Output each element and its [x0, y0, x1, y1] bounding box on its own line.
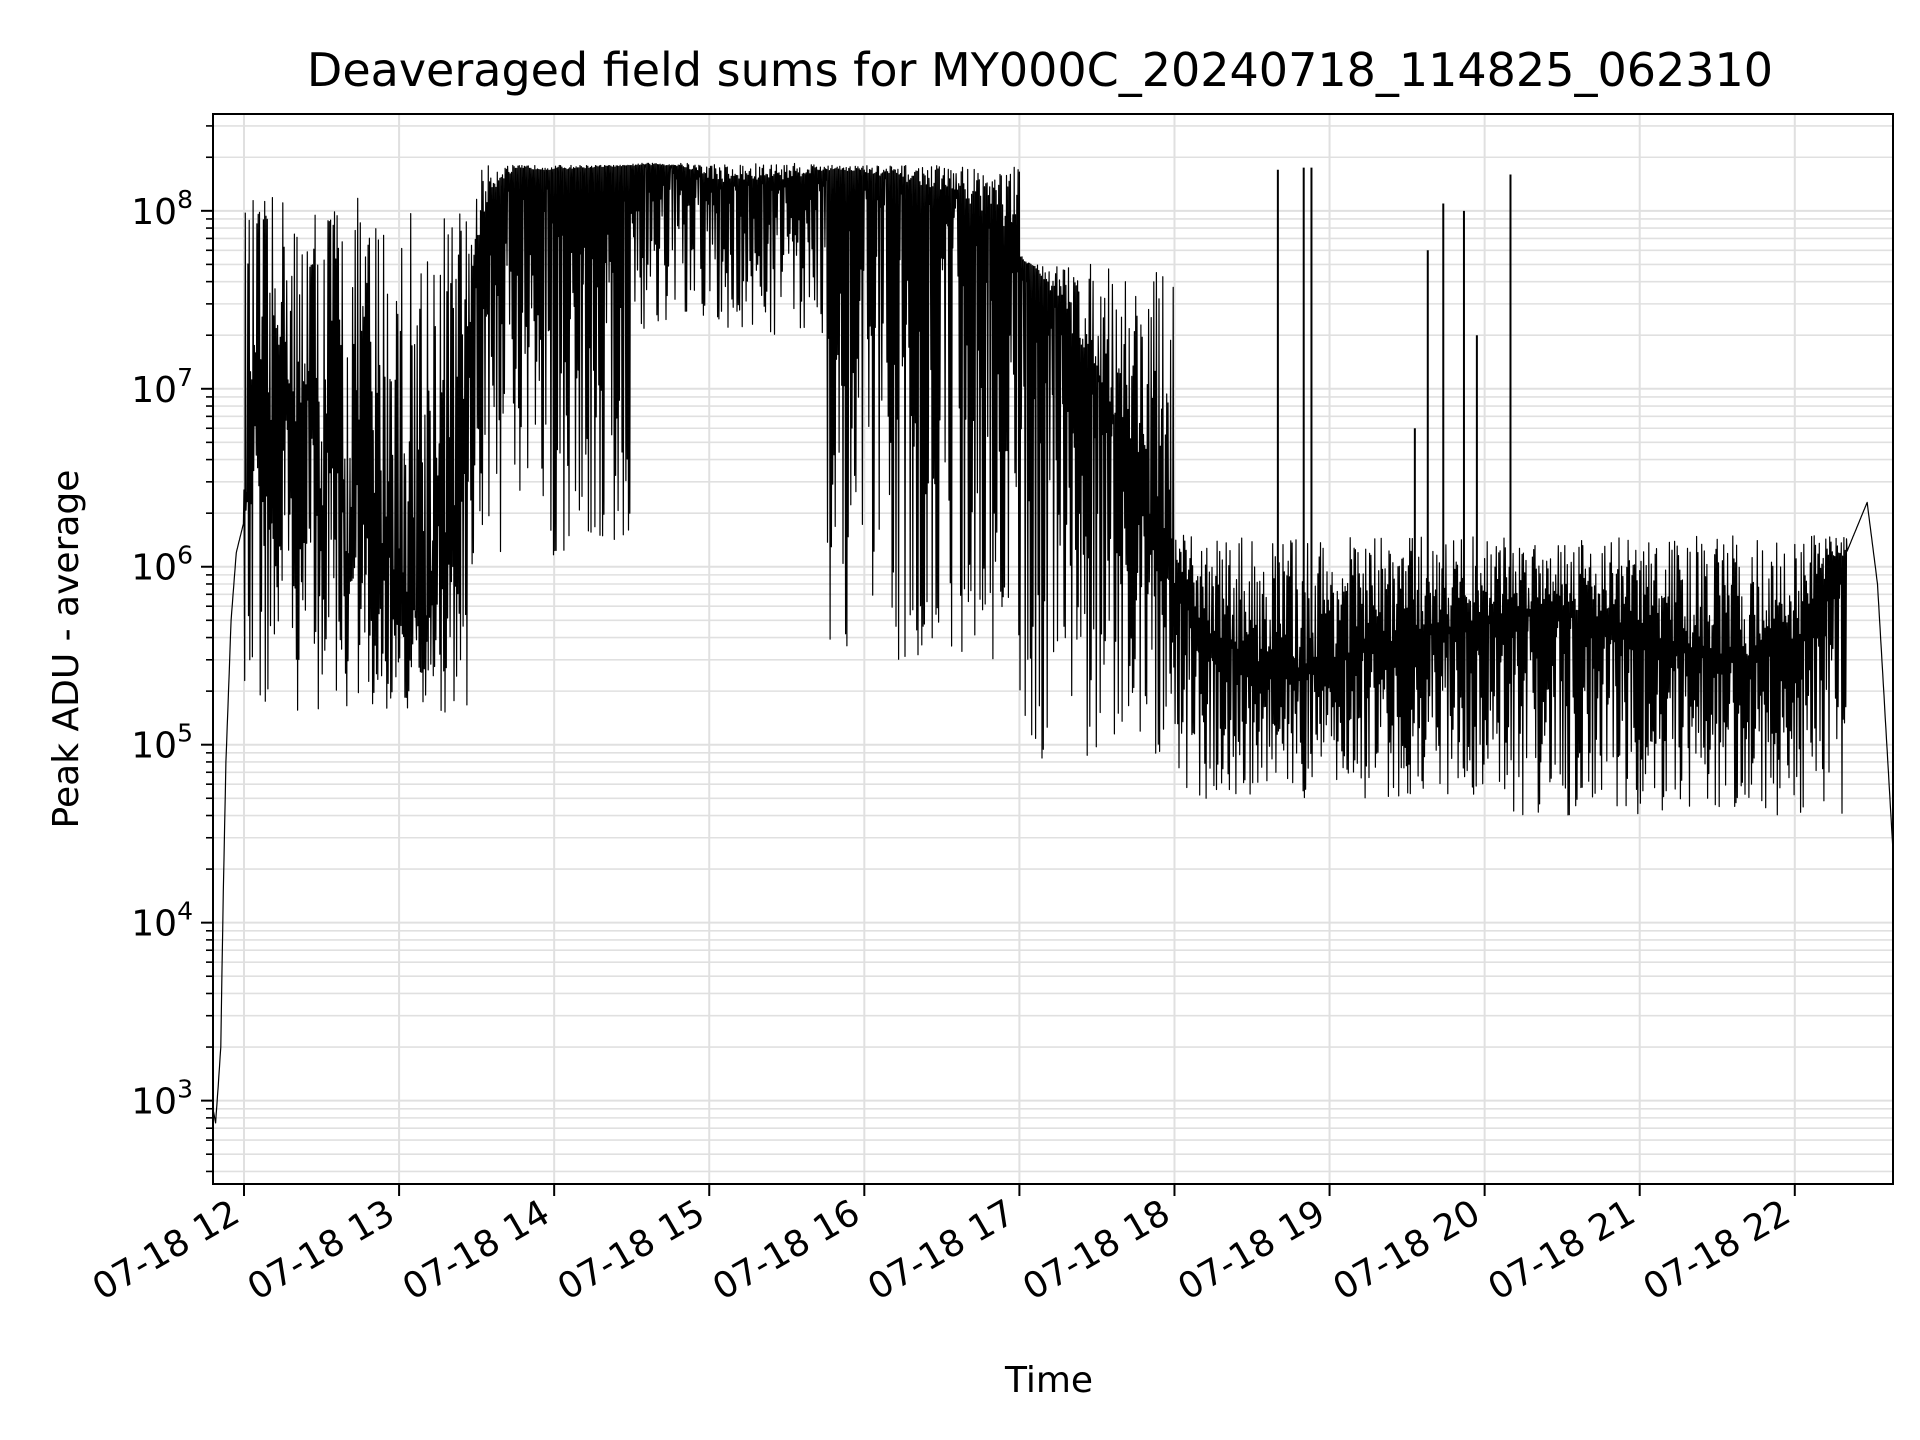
x-tick-label: 07-18 22: [1637, 1192, 1798, 1308]
x-axis-label: Time: [1004, 1360, 1093, 1401]
y-tick-label: 106: [131, 541, 193, 589]
x-tick-label: 07-18 14: [396, 1192, 557, 1308]
y-axis-label: Peak ADU - average: [46, 470, 87, 829]
x-tick-label: 07-18 20: [1326, 1192, 1487, 1308]
x-tick-label: 07-18 18: [1016, 1192, 1177, 1308]
x-tick-label: 07-18 17: [861, 1192, 1022, 1308]
x-tick-label: 07-18 19: [1171, 1192, 1332, 1308]
chart-title: Deaveraged field sums for MY000C_2024071…: [307, 43, 1773, 97]
y-tick-label: 105: [131, 719, 193, 767]
y-tick-label: 104: [131, 897, 193, 945]
x-tick-label: 07-18 12: [86, 1192, 247, 1308]
x-tick-label: 07-18 13: [241, 1192, 402, 1308]
y-axis: 103 104 105 106 107 108: [131, 125, 213, 1173]
y-tick-label: 108: [131, 185, 193, 233]
y-tick-label: 103: [131, 1075, 193, 1123]
x-tick-label: 07-18 15: [551, 1192, 712, 1308]
plot-frame: [212, 113, 1894, 1185]
series-group: [212, 162, 1894, 1124]
x-tick-label: 07-18 16: [706, 1192, 867, 1308]
x-tick-label: 07-18 21: [1482, 1192, 1643, 1308]
series-line: [212, 162, 1894, 1124]
y-tick-label: 107: [131, 363, 193, 411]
grid-lines: [213, 114, 1893, 1184]
